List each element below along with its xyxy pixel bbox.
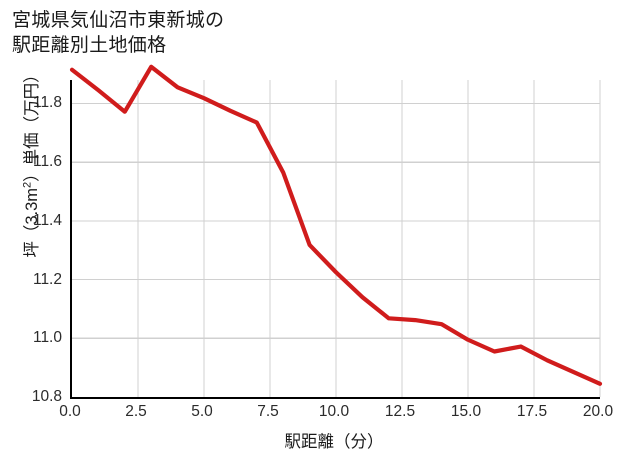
x-tick-label: 17.5 (516, 403, 548, 420)
x-tick-label: 12.5 (384, 403, 416, 420)
x-axis-tick-labels: 0.0 2.5 5.0 7.5 10.0 12.5 15.0 17.5 20.0 (59, 403, 613, 425)
y-tick-label: 11.0 (32, 329, 62, 347)
x-tick-label: 2.5 (125, 403, 147, 420)
y-tick-label: 11.2 (32, 270, 62, 288)
y-axis-title-superscript: 2 (21, 181, 34, 188)
series-layer (69, 64, 603, 386)
x-tick-label: 10.0 (318, 403, 350, 420)
y-axis-title-part1: 坪（3.3m (23, 187, 41, 258)
x-tick-label: 7.5 (257, 403, 279, 420)
x-tick-label: 0.0 (59, 403, 81, 420)
y-axis-tick-labels: 10.8 11.0 11.2 11.4 11.6 11.8 (0, 80, 62, 405)
x-tick-label: 15.0 (450, 403, 482, 420)
y-axis-title-part2: ）単価（万円） (23, 66, 41, 182)
y-tick-label: 11.8 (32, 94, 62, 112)
price-line-series (69, 64, 603, 386)
y-axis-title: 坪（3.3m2）単価（万円） (18, 2, 42, 322)
page-title: 宮城県気仙沼市東新城の 駅距離別土地価格 (12, 10, 225, 56)
x-tick-label: 5.0 (191, 403, 213, 420)
x-tick-label: 20.0 (582, 403, 614, 420)
gridlines (72, 80, 601, 397)
x-axis-title: 駅距離（分） (284, 433, 384, 451)
y-tick-label: 11.6 (32, 153, 62, 171)
y-tick-label: 10.8 (31, 388, 62, 405)
y-tick-label: 11.4 (32, 211, 62, 229)
plot-area (69, 64, 603, 399)
